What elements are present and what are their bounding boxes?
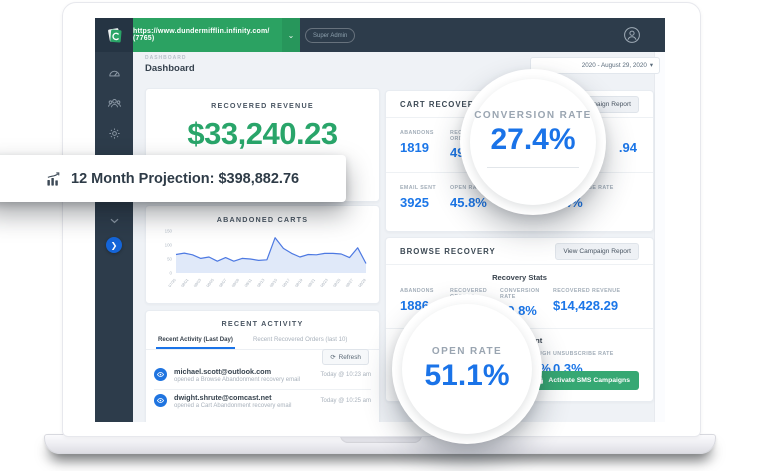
dashboard-icon[interactable] [95,61,133,85]
view-campaign-report-button[interactable]: View Campaign Report [555,242,639,260]
svg-text:07/30: 07/30 [168,278,177,288]
url-bar[interactable]: https://www.dundermifflin.infinity.com/ … [133,18,282,52]
conversion-rate-magnifier: CONVERSION RATE 27.4% [460,69,606,215]
activity-tabs: Recent Activity (Last Day) Recent Recover… [146,333,379,350]
sidebar-expand-button[interactable]: ❯ [106,237,122,253]
stat-label: ABANDONS [400,288,434,294]
panel-title: BROWSE RECOVERY [400,246,496,256]
svg-text:08/23: 08/23 [320,278,329,288]
magnifier-value: 51.1% [424,359,510,392]
activity-email: dwight.shrute@comcast.net [174,393,272,402]
url-dropdown-caret[interactable]: ⌄ [282,18,300,52]
projection-value: $398,882.76 [218,170,300,187]
svg-text:150: 150 [165,229,173,234]
divider [487,167,579,168]
stat: EMAIL SENT 3925 [400,185,450,210]
divider [154,389,371,390]
svg-text:08/27: 08/27 [345,278,354,288]
svg-text:08/07: 08/07 [218,278,227,288]
stat: .94 [553,130,639,160]
svg-text:08/01: 08/01 [180,278,189,288]
svg-text:08/21: 08/21 [307,278,316,288]
top-navbar: https://www.dundermifflin.infinity.com/ … [95,18,665,52]
activity-timestamp: Today @ 10:25 am [320,398,371,404]
app-logo [95,18,133,52]
svg-text:08/03: 08/03 [193,278,202,288]
open-rate-magnifier: OPEN RATE 51.1% [392,294,542,444]
activity-description: opened a Browse Abandonment recovery ema… [174,377,301,383]
tab-recent-activity[interactable]: Recent Activity (Last Day) [156,333,235,349]
opened-email-eye-icon [154,368,167,381]
recovered-revenue-value: $33,240.23 [187,116,338,151]
stat-label: UNSUBSCRIBE RATE [553,351,614,357]
chevron-down-icon: ▾ [649,62,653,69]
stat: OPEN RATE 45.8% [450,185,500,210]
refresh-button[interactable]: ⟳ Refresh [322,349,369,365]
stat-value: 3925 [400,195,429,210]
magnifier-label: OPEN RATE [431,346,503,357]
svg-text:08/17: 08/17 [282,278,291,288]
user-account-icon[interactable] [623,26,641,44]
stat-value: .94 [618,140,637,155]
scroll-area[interactable] [654,52,665,422]
magnifier-label: CONVERSION RATE [474,110,592,121]
chevron-down-icon[interactable] [95,208,133,232]
stat: RECOVERED REVENUE $14,428.29 [553,288,639,318]
activate-sms-campaigns-button[interactable]: Activate SMS Campaigns [528,371,639,390]
svg-text:08/09: 08/09 [231,278,240,288]
date-range-label: 2020 - August 29, 2020 [581,62,647,69]
settings-icon[interactable] [95,121,133,145]
svg-text:08/29: 08/29 [358,278,367,288]
activity-description: opened a Cart Abandonment recovery email [174,403,292,409]
tab-recovered-orders[interactable]: Recent Recovered Orders (last 10) [252,336,348,343]
abandoned-carts-chart: 150 100 50 0 07/30 08/01 08/03 08/05 08/07 08/09 0… [152,226,372,299]
svg-text:08/19: 08/19 [294,278,303,288]
abandoned-carts-card: ABANDONED CARTS 150 100 50 0 07/30 08/01 08/03… [145,205,380,304]
svg-text:0: 0 [170,271,173,276]
magnifier-value: 27.4% [490,123,576,156]
section-label: Recovery Stats [492,273,547,282]
recent-activity-card: RECENT ACTIVITY Recent Activity (Last Da… [145,310,380,422]
date-range-selector[interactable]: 2020 - August 29, 2020 ▾ [530,57,660,74]
stat: ABANDONS 1819 [400,130,450,160]
activity-timestamp: Today @ 10:23 am [320,372,371,378]
stat-label: CONVERSION RATE [500,288,540,300]
svg-text:08/11: 08/11 [244,278,253,288]
trend-chart-icon [47,171,60,186]
panel-title: CART RECOVERY [400,99,481,109]
dashboard-screen: https://www.dundermifflin.infinity.com/ … [95,18,665,422]
card-title: ABANDONED CARTS [216,215,309,224]
card-title: RECENT ACTIVITY [221,319,304,328]
svg-text:08/13: 08/13 [256,278,265,288]
stat-label: ABANDONS [400,130,434,136]
stat-value: 45.8% [450,195,487,210]
stat-label: OPEN RATE [450,185,485,191]
projection-text: 12 Month Projection: $398,882.76 [71,170,300,187]
activity-list-item: michael.scott@outlook.com opened a Browse… [154,365,371,388]
svg-text:08/25: 08/25 [332,278,341,288]
laptop-notch [340,435,422,443]
projection-tooltip: 12 Month Projection: $398,882.76 [0,155,346,202]
svg-text:08/15: 08/15 [269,278,278,288]
svg-text:50: 50 [167,257,172,262]
activity-list-item: dwight.shrute@comcast.net opened a Cart A… [154,391,371,414]
refresh-icon: ⟳ [330,354,336,361]
admin-badge: Super Admin [305,28,356,43]
card-title: RECOVERED REVENUE [211,101,314,110]
breadcrumb: DASHBOARD [145,55,187,61]
opened-email-eye-icon [154,394,167,407]
stat-label: EMAIL SENT [400,185,436,191]
activity-email: michael.scott@outlook.com [174,367,272,376]
stat-value: $14,428.29 [553,298,619,313]
users-icon[interactable] [95,91,133,115]
sidebar-nav: ❯ [95,52,133,422]
logo-icon [107,27,122,43]
stat-label: RECOVERED REVENUE [553,288,621,294]
svg-text:08/05: 08/05 [206,278,215,288]
svg-text:100: 100 [165,243,173,248]
stat-value: 1819 [400,140,429,155]
page-title: Dashboard [145,63,195,74]
